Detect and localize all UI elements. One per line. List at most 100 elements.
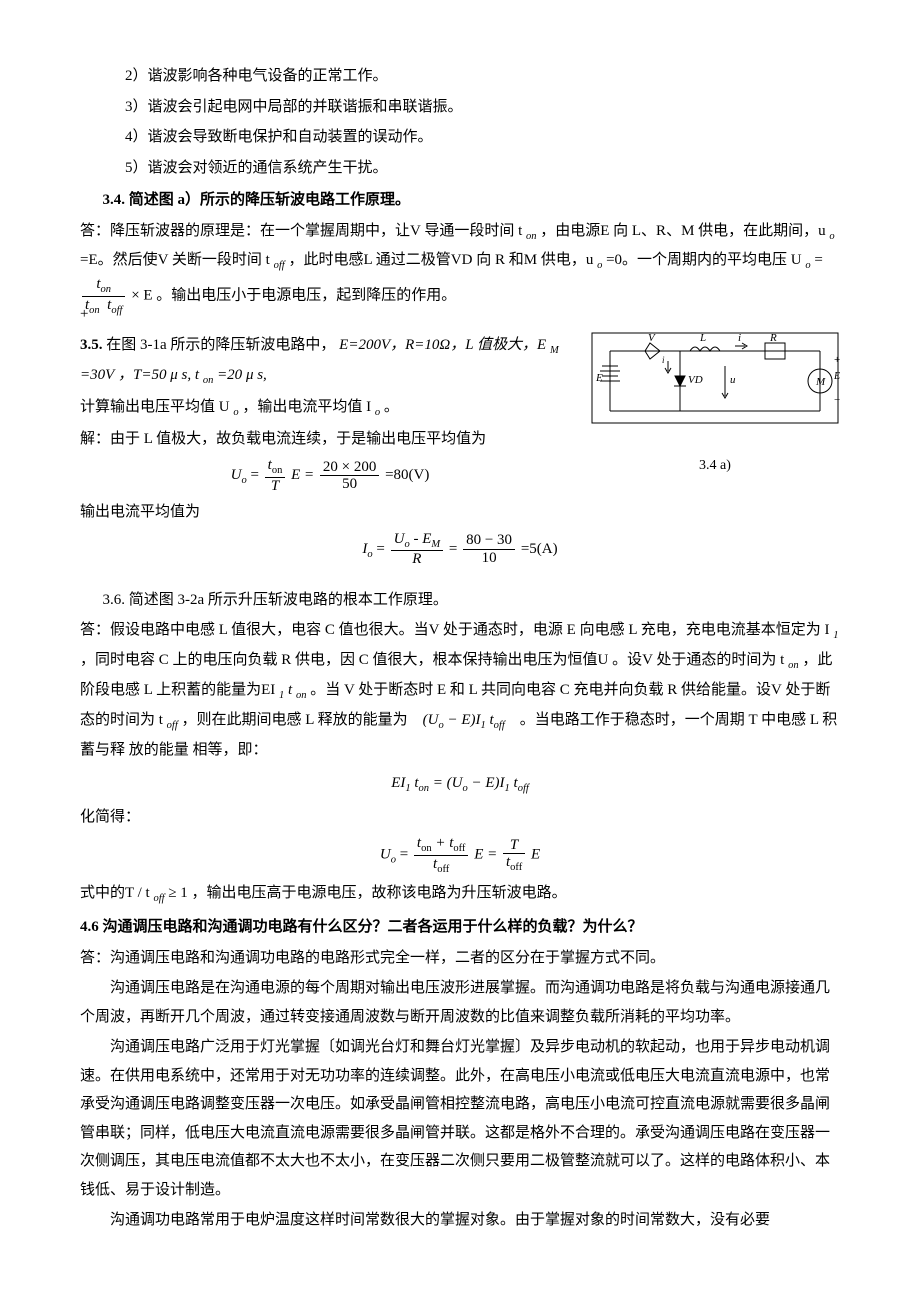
txt: =30V [80,367,114,383]
label-ivd: i [662,355,665,365]
sub-M: M [431,539,440,550]
num: 80 − 30 [463,532,515,550]
txt: ，同时电容 C 上的电压向负载 R 供电，因 C 值很大，根本保持输出电压为恒值… [80,652,784,668]
sub-on: on [89,305,100,316]
R: R [391,551,444,568]
sub-off: off [510,862,522,873]
eq: = (U [433,775,463,791]
den: 10 [463,550,515,567]
list-item-2: 2）谐波影响各种电气设备的正常工作。 [80,62,840,91]
sub-on: on [421,843,432,854]
list-item-4: 4）谐波会导致断电保护和自动装置的误动作。 [80,123,840,152]
label-minus: − [834,394,840,406]
mu: μ [246,367,257,383]
txt: =0。一个周期内的平均电压 U [606,252,802,268]
EI: EI [391,775,405,791]
label-M: M [815,376,826,388]
label-EM: E [833,371,840,382]
sub-o: o [805,260,810,271]
sub-on: on [101,284,112,295]
txt: s, t [182,367,200,383]
answer-4-6-p2: 沟通调压电路是在沟通电源的每个周期对输出电压波形进展掌握。而沟通调功电路是将负载… [80,974,840,1031]
circuit-svg: E V L i R VD i u M E + − [590,331,840,441]
mu: μ [170,367,181,383]
equation-Uo-boost: Uo = ton + toff toff E = T toff E [80,835,840,875]
paren: (U [423,712,439,728]
sub-1: 1 [279,690,284,701]
sub-off: off [518,783,529,794]
fraction-ton-over-ton-toff: ton ton toff [82,276,125,316]
sub-off: off [453,843,465,854]
sub-on: on [272,465,283,476]
num: 3.5. [80,337,106,353]
sub-on: on [526,231,537,242]
sub-on: on [203,375,214,386]
sub-on: on [419,783,430,794]
label-E: E [595,372,603,384]
sub-1: 1 [405,783,410,794]
sub-o: o [375,407,380,418]
txt: ，输出电流平均值 I [242,399,371,415]
label-i: i [738,332,741,344]
eq: = [400,847,412,863]
txt: ，则在此期间电感 L 释放的能量为 [182,712,408,728]
txt: 计算输出电压平均值 U [80,399,230,415]
sub-o: o [367,549,372,560]
txt: ，由电源E 向 L、R、M 供电，在此期间，u [540,223,825,239]
heading-3-6: 3.6. 简述图 3-2a 所示升压斩波电路的根本工作原理。 [80,586,840,615]
t: t [288,682,292,698]
mid: − E)I [444,712,481,728]
label-VD: VD [688,374,703,386]
E: E [531,847,540,863]
params: E=200V，R=10Ω，L 值极大，E [339,337,546,353]
txt: =E。然后使V 关断一段时间 t [80,252,270,268]
equation-Io: Io = Uo - EMR = 80 − 3010 =5(A) [80,531,840,568]
sub-off: off [494,720,505,731]
energy-expr: (Uo − E)I1 toff [423,712,509,728]
txt: 答：假设电路中电感 L 值很大，电容 C 值也很大。当V 处于通态时，电源 E … [80,622,829,638]
num: 20 × 200 [320,459,379,477]
sub-o: o [391,855,396,866]
txt: ≥ 1 ，输出电压高于电源电压，故称该电路为升压斩波电路。 [168,885,566,901]
figure-caption: 3.4 a) [590,453,840,480]
label-L: L [699,332,706,344]
answer-3-6: 答：假设电路中电感 L 值很大，电容 C 值也很大。当V 处于通态时，电源 E … [80,616,840,764]
txt: 在图 3-1a 所示的降压斩波电路中， [106,337,335,353]
plus-t: + t [432,835,454,851]
solution-3-5-2: 输出电流平均值为 [80,498,840,527]
sub-o: o [241,475,246,486]
answer-4-6-p1: 答：沟通调压电路和沟通调功电路的电路形式完全一样，二者的区分在于掌握方式不同。 [80,944,840,973]
U: U [394,531,405,547]
eq: = [376,541,384,557]
label-R: R [769,332,777,344]
svg-text:E: E [833,371,840,382]
answer-4-6-p4: 沟通调功电路常用于电炉温度这样时间常数很大的掌握对象。由于掌握对象的时间常数大，… [80,1206,840,1235]
sub-o: o [463,783,468,794]
t: t [486,712,494,728]
heading-4-6: 4.6 沟通调压电路和沟通调功电路有什么区分？二者各运用于什么样的负载？为什么？ [80,913,840,942]
txt: =20 [217,367,242,383]
sub-M: M [550,345,559,356]
txt: 答：降压斩波器的原理是：在一个掌握周期中，让V 导通一段时间 t [80,223,522,239]
mid: − E)I [472,775,505,791]
list-item-3: 3）谐波会引起电网中局部的并联谐振和串联谐振。 [80,93,840,122]
answer-4-6-p3: 沟通调压电路广泛用于灯光掌握〔如调光台灯和舞台灯光掌握〕及异步电动机的软起动，也… [80,1033,840,1204]
rhs: =5(A) [521,541,558,557]
U: U [380,847,391,863]
txt: ，此时电感L 通过二极管VD 向 R 和M 供电，u [288,252,593,268]
sub-o: o [597,260,602,271]
T: T [503,837,525,855]
txt: 式中的T / t [80,885,150,901]
sub-off: off [111,305,122,316]
sub-off: off [274,260,285,271]
rhs: =80(V) [385,467,429,483]
sub-1: 1 [833,630,838,641]
sub-1: 1 [505,783,510,794]
equation-energy-balance: EI1 ton = (Uo − E)I1 toff [80,769,840,799]
mid: E = [291,467,318,483]
T: T [265,478,286,495]
U: U [231,467,242,483]
txt: ，T=50 [118,367,166,383]
closing-3-6: 式中的T / t off ≥ 1 ，输出电压高于电源电压，故称该电路为升压斩波电… [80,879,840,909]
mid: E = [474,847,501,863]
